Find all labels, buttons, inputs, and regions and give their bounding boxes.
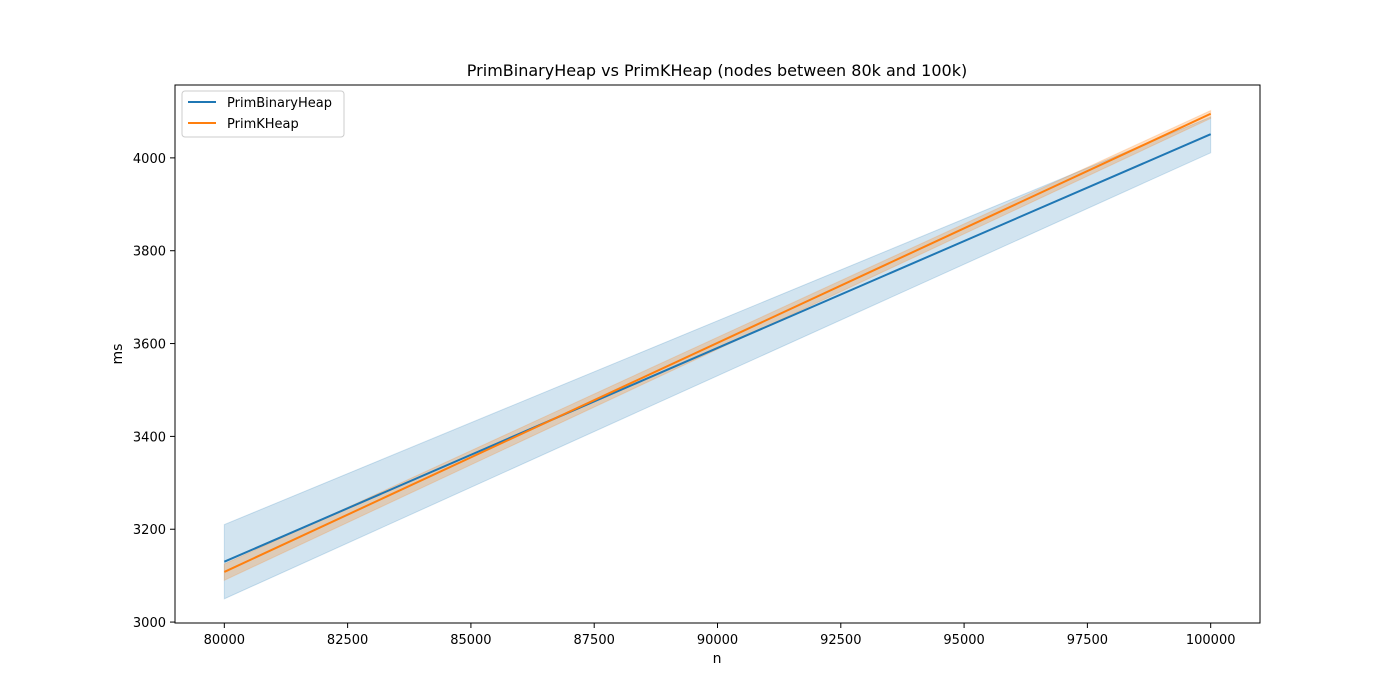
confidence-band-PrimBinaryHeap	[223, 116, 1212, 600]
y-tick-label: 3400	[133, 430, 166, 445]
x-tick-label: 90000	[697, 633, 738, 648]
legend-box	[181, 90, 345, 138]
x-tick-label: 80000	[204, 633, 245, 648]
plot-area	[223, 109, 1212, 600]
chart-title: PrimBinaryHeap vs PrimKHeap (nodes betwe…	[467, 61, 967, 80]
y-tick-label: 3600	[133, 338, 166, 353]
x-axis-label: n	[713, 651, 722, 667]
y-tick-label: 4000	[133, 152, 166, 167]
series-line-PrimKHeap	[223, 112, 1212, 573]
axes: 80000 82500 85000 87500 90000 92500 95000 97500…	[133, 152, 1236, 648]
y-tick-label: 3000	[133, 616, 166, 631]
y-tick-label: 3800	[133, 245, 166, 260]
series-line-PrimBinaryHeap	[223, 133, 1212, 563]
legend-label-PrimKHeap: PrimKHeap	[227, 117, 299, 132]
legend-label-PrimBinaryHeap: PrimBinaryHeap	[227, 96, 332, 111]
x-tick-label: 97500	[1067, 633, 1108, 648]
x-tick-label: 100000	[1186, 633, 1236, 648]
x-tick-label: 82500	[327, 633, 368, 648]
x-tick-label: 95000	[943, 633, 984, 648]
x-tick-label: 85000	[450, 633, 491, 648]
x-tick-label: 92500	[820, 633, 861, 648]
y-axis-label: ms	[110, 344, 126, 365]
x-tick-label: 87500	[574, 633, 615, 648]
y-tick-label: 3200	[133, 523, 166, 538]
legend: PrimBinaryHeap PrimKHeap	[181, 90, 345, 138]
confidence-band-PrimKHeap	[223, 109, 1212, 582]
